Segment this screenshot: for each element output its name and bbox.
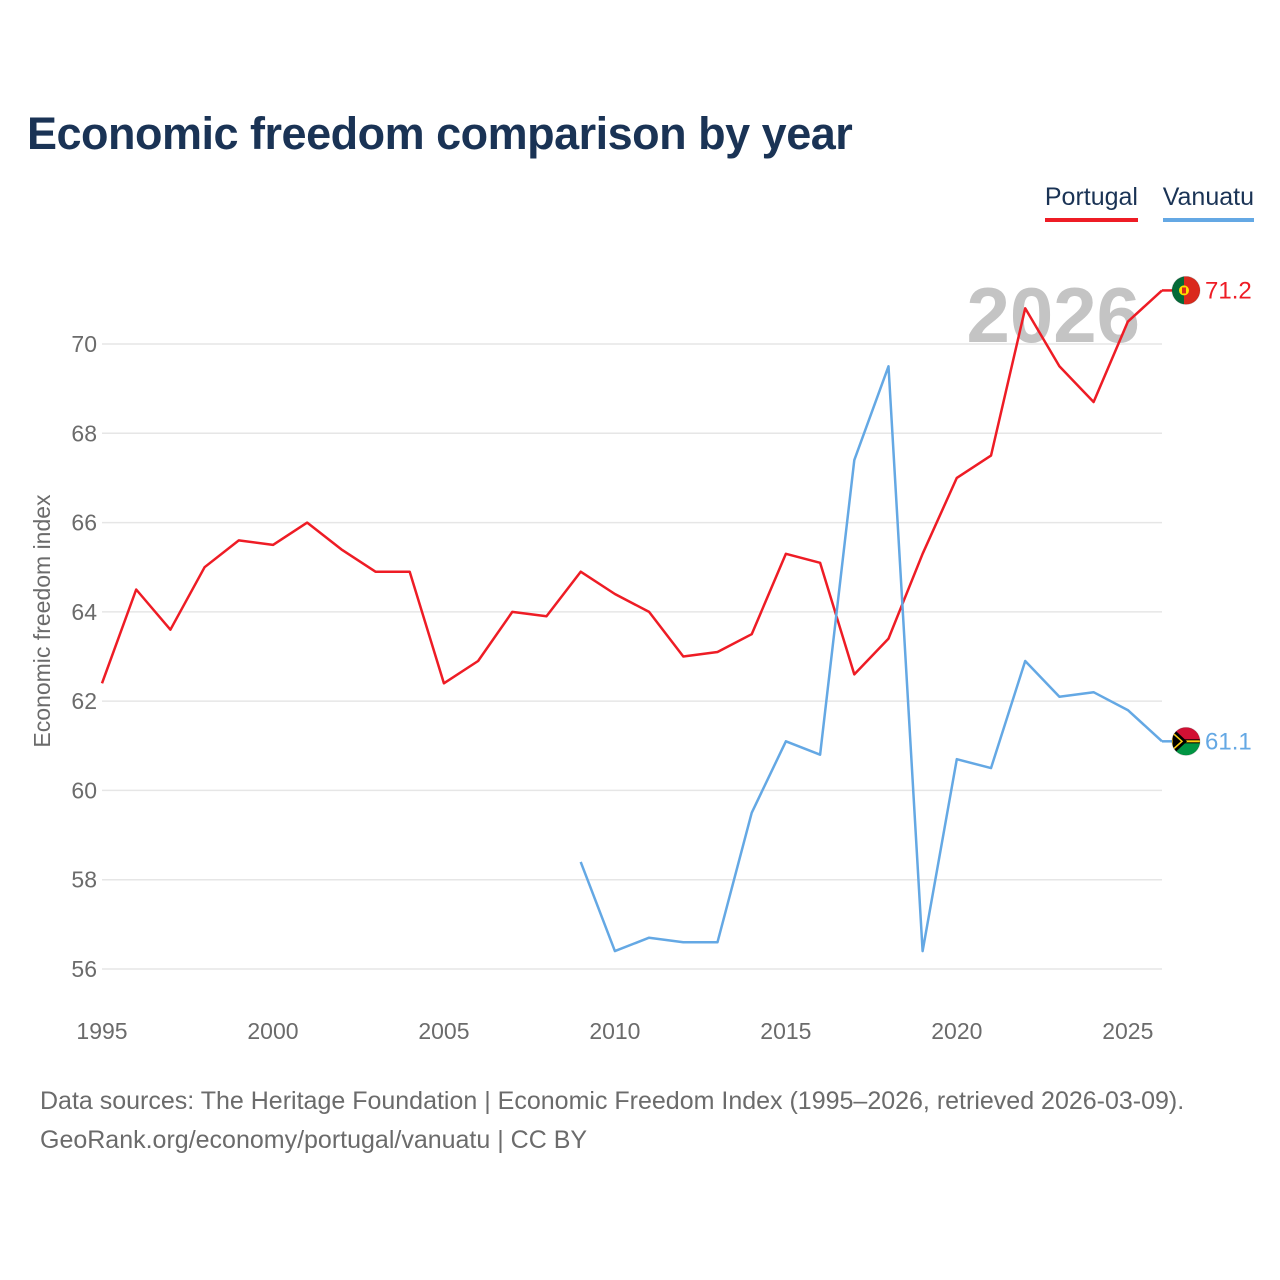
y-tick-label: 64	[71, 599, 97, 625]
y-tick-label: 66	[71, 510, 97, 536]
legend-item-portugal[interactable]: Portugal	[1044, 183, 1138, 222]
portugal-flag-icon	[1171, 275, 1201, 305]
x-tick-label: 2010	[589, 1018, 640, 1044]
x-tick-label: 2000	[247, 1018, 298, 1044]
legend-swatch-portugal	[1044, 218, 1138, 222]
end-value-label-portugal: 71.2	[1205, 277, 1252, 304]
x-tick-label: 2020	[931, 1018, 982, 1044]
series-lines	[100, 289, 1163, 953]
x-tick-label: 1995	[76, 1018, 127, 1044]
y-tick-label: 56	[71, 956, 97, 982]
x-axis-ticks: 1995 2000 2005 2010 2015 2020 2025	[76, 1018, 1153, 1044]
end-markers: 71.2 61.1	[1162, 275, 1252, 756]
y-axis-ticks: 56 58 60 62 64 66 68 70	[71, 331, 97, 982]
legend-item-vanuatu[interactable]: Vanuatu	[1162, 183, 1254, 222]
end-value-label-vanuatu: 61.1	[1205, 728, 1252, 755]
series-line-vanuatu[interactable]	[579, 365, 1163, 953]
grid-lines	[102, 343, 1162, 970]
y-axis-label: Economic freedom index	[29, 494, 55, 748]
x-tick-label: 2005	[418, 1018, 469, 1044]
y-tick-label: 60	[71, 777, 97, 803]
y-tick-label: 58	[71, 867, 97, 893]
x-tick-label: 2015	[760, 1018, 811, 1044]
y-tick-label: 70	[71, 331, 97, 357]
footer-attribution: GeoRank.org/economy/portugal/vanuatu | C…	[40, 1126, 588, 1154]
chart-title: Economic freedom comparison by year	[27, 108, 853, 159]
vanuatu-flag-icon	[1171, 726, 1201, 756]
x-tick-label: 2025	[1102, 1018, 1153, 1044]
y-tick-label: 68	[71, 420, 97, 446]
legend-swatch-vanuatu	[1162, 218, 1254, 222]
footer-source: Data sources: The Heritage Foundation | …	[40, 1087, 1185, 1115]
legend-label-portugal: Portugal	[1044, 183, 1138, 211]
series-line-portugal[interactable]	[100, 289, 1163, 685]
year-watermark: 2026	[966, 271, 1140, 359]
legend-label-vanuatu: Vanuatu	[1162, 183, 1254, 211]
y-tick-label: 62	[71, 688, 97, 714]
